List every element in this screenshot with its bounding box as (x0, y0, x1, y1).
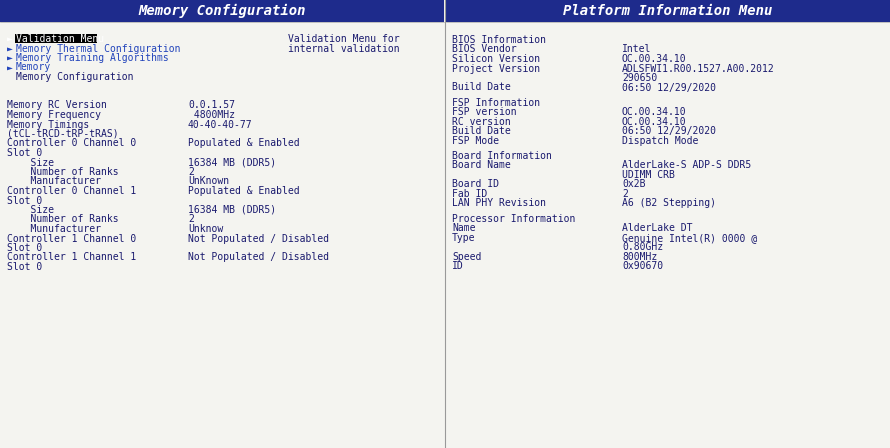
Bar (0, 0, 444, 22)
Text: Size: Size (7, 205, 54, 215)
Text: 0x2B: 0x2B (622, 179, 645, 190)
Text: 16384 MB (DDR5): 16384 MB (DDR5) (188, 158, 276, 168)
Text: Intel: Intel (622, 44, 651, 55)
Text: Name: Name (452, 223, 475, 233)
Text: Memory Training Algorithms: Memory Training Algorithms (16, 53, 169, 63)
Text: 800MHz: 800MHz (622, 252, 657, 262)
Text: ►: ► (7, 43, 12, 53)
Text: Not Populated / Disabled: Not Populated / Disabled (188, 233, 329, 244)
Text: UDIMM CRB: UDIMM CRB (622, 170, 675, 180)
Text: 0x90670: 0x90670 (622, 261, 663, 271)
Text: Fab ID: Fab ID (452, 189, 487, 199)
Text: Controller 0 Channel 0: Controller 0 Channel 0 (7, 138, 136, 148)
Text: Memory Configuration: Memory Configuration (138, 4, 306, 18)
Text: Platform Information Menu: Platform Information Menu (563, 4, 773, 18)
Text: Speed: Speed (452, 252, 481, 262)
Text: OC.00.34.10: OC.00.34.10 (622, 107, 686, 117)
Text: ID: ID (452, 261, 464, 271)
Text: Populated & Enabled: Populated & Enabled (188, 186, 300, 196)
Text: Number of Ranks: Number of Ranks (7, 167, 118, 177)
Text: Controller 1 Channel 0: Controller 1 Channel 0 (7, 233, 136, 244)
Text: Memory RC Version: Memory RC Version (7, 100, 107, 111)
Text: internal validation: internal validation (288, 43, 400, 53)
Text: FSP Mode: FSP Mode (452, 136, 499, 146)
Text: OC.00.34.10: OC.00.34.10 (622, 116, 686, 127)
Text: LAN PHY Revision: LAN PHY Revision (452, 198, 546, 208)
Text: Build Date: Build Date (452, 82, 511, 92)
Text: OC.00.34.10: OC.00.34.10 (622, 54, 686, 64)
Text: ADLSFWI1.R00.1527.A00.2012: ADLSFWI1.R00.1527.A00.2012 (622, 64, 775, 73)
Text: BIOS Vendor: BIOS Vendor (452, 44, 516, 55)
Text: 0.80GHz: 0.80GHz (622, 242, 663, 252)
Text: UnKnown: UnKnown (188, 177, 229, 186)
Text: Memory Configuration: Memory Configuration (16, 72, 134, 82)
Text: Munufacturer: Munufacturer (7, 224, 101, 234)
Text: RC version: RC version (452, 116, 511, 127)
Text: Memory Timings: Memory Timings (7, 120, 89, 129)
Text: Dispatch Mode: Dispatch Mode (622, 136, 699, 146)
Text: 06:50 12/29/2020: 06:50 12/29/2020 (622, 82, 716, 92)
Text: Number of Ranks: Number of Ranks (7, 215, 118, 224)
Text: Slot 0: Slot 0 (7, 148, 42, 158)
Text: Processor Information: Processor Information (452, 214, 575, 224)
Bar (446, 0, 890, 22)
Text: Size: Size (7, 158, 54, 168)
Text: AlderLake-S ADP-S DDR5: AlderLake-S ADP-S DDR5 (622, 160, 751, 170)
Text: 2: 2 (188, 215, 194, 224)
Text: Memory Thermal Configuration: Memory Thermal Configuration (16, 43, 181, 53)
Text: Slot 0: Slot 0 (7, 262, 42, 272)
Text: Validation Menu: Validation Menu (16, 34, 104, 44)
Text: ►: ► (7, 34, 12, 44)
Text: Board ID: Board ID (452, 179, 499, 190)
Text: FSP Information: FSP Information (452, 98, 540, 108)
Text: Memory Frequency: Memory Frequency (7, 110, 101, 120)
Text: Silicon Version: Silicon Version (452, 54, 540, 64)
Text: ►: ► (7, 53, 12, 63)
Text: 40-40-40-77: 40-40-40-77 (188, 120, 253, 129)
Text: 290650: 290650 (622, 73, 657, 83)
Text: Manufacturer: Manufacturer (7, 177, 101, 186)
Text: 0.0.1.57: 0.0.1.57 (188, 100, 235, 111)
Text: Project Version: Project Version (452, 64, 540, 73)
Text: Populated & Enabled: Populated & Enabled (188, 138, 300, 148)
Text: 2: 2 (188, 167, 194, 177)
Text: Board Information: Board Information (452, 151, 552, 161)
Text: Build Date: Build Date (452, 126, 511, 136)
Text: Slot 0: Slot 0 (7, 195, 42, 206)
Text: Validation Menu for: Validation Menu for (288, 34, 400, 44)
Text: 16384 MB (DDR5): 16384 MB (DDR5) (188, 205, 276, 215)
Text: 4800MHz: 4800MHz (188, 110, 235, 120)
Text: Slot 0: Slot 0 (7, 243, 42, 253)
Bar (15, 34, 97, 43)
Text: Type: Type (452, 233, 475, 243)
Text: Memory: Memory (16, 63, 52, 73)
Text: Not Populated / Disabled: Not Populated / Disabled (188, 253, 329, 263)
Text: Board Name: Board Name (452, 160, 511, 170)
Text: AlderLake DT: AlderLake DT (622, 223, 692, 233)
Text: Controller 1 Channel 1: Controller 1 Channel 1 (7, 253, 136, 263)
Text: ►: ► (7, 63, 12, 73)
Text: (tCL-tRCD-tRP-tRAS): (tCL-tRCD-tRP-tRAS) (7, 129, 118, 139)
Text: Genuine Intel(R) 0000 @: Genuine Intel(R) 0000 @ (622, 233, 757, 243)
Text: A6 (B2 Stepping): A6 (B2 Stepping) (622, 198, 716, 208)
Text: FSP version: FSP version (452, 107, 516, 117)
Text: Controller 0 Channel 1: Controller 0 Channel 1 (7, 186, 136, 196)
Text: Unknow: Unknow (188, 224, 223, 234)
Text: 2: 2 (622, 189, 627, 199)
Text: 06:50 12/29/2020: 06:50 12/29/2020 (622, 126, 716, 136)
Text: BIOS Information: BIOS Information (452, 35, 546, 45)
